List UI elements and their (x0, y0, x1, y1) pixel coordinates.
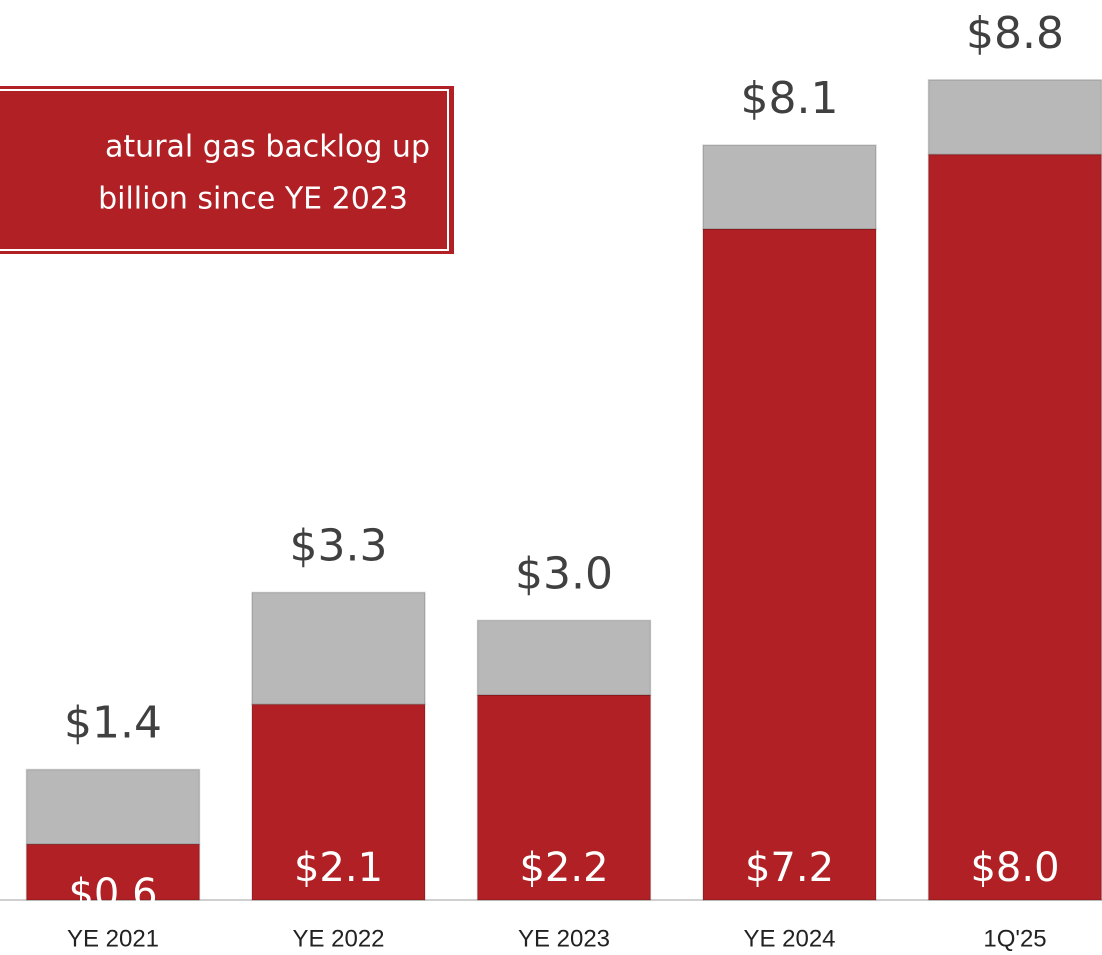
total-label: $8.8 (966, 8, 1064, 59)
total-label: $1.4 (64, 698, 162, 749)
annotation-line: atural gas backlog up (105, 130, 430, 165)
total-label: $8.1 (741, 73, 839, 124)
bar-segment (476, 619, 652, 696)
x-tick-label: YE 2021 (67, 925, 159, 952)
annotation-fill (0, 96, 436, 244)
bar-segment (25, 768, 201, 845)
annotation-line: billion since YE 2023 (98, 182, 408, 217)
x-tick-label: YE 2023 (518, 925, 610, 952)
total-label: $3.0 (515, 548, 613, 599)
bar-segment (702, 144, 877, 230)
value-label: $2.1 (294, 845, 383, 891)
annotation-inner-border (0, 89, 449, 251)
x-tick-label: YE 2022 (292, 925, 384, 952)
value-label: $7.2 (745, 845, 834, 891)
bar-segment (251, 703, 426, 901)
annotation-box: atural gas backlog up billion since YE 2… (0, 86, 454, 254)
bar-segment (251, 591, 426, 706)
value-label: $0.6 (68, 871, 157, 917)
x-tick-label: YE 2024 (743, 925, 835, 952)
bar-segment (25, 843, 201, 901)
value-label: $2.2 (519, 845, 608, 891)
total-label: $3.3 (290, 520, 388, 571)
bar-segment (927, 153, 1102, 901)
value-label: $8.0 (970, 845, 1059, 891)
bar-segment (927, 79, 1102, 156)
bar-segment (702, 228, 877, 901)
x-tick-label: 1Q'25 (983, 925, 1046, 952)
